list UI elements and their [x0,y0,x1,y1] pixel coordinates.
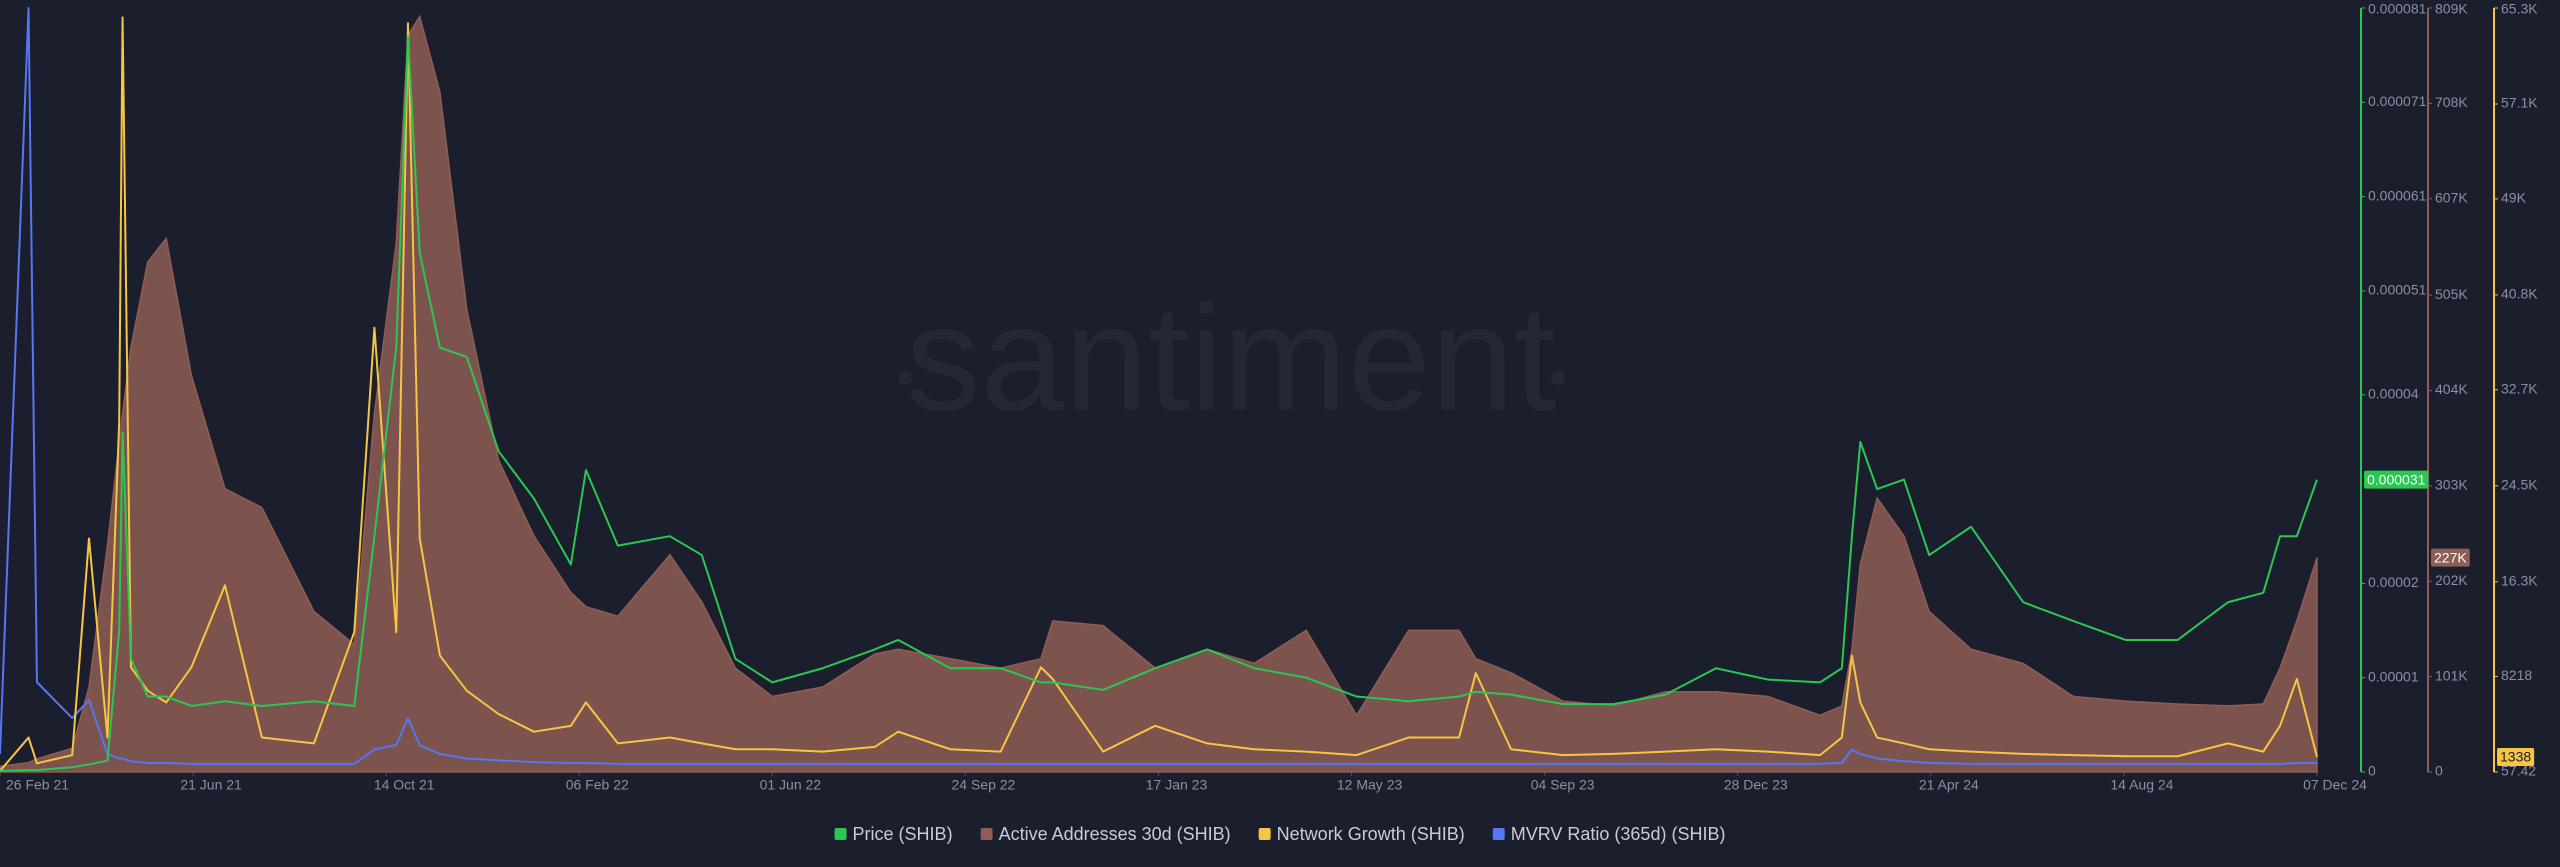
badge-bg [2364,470,2429,489]
y-tick-label: 101K [2435,667,2468,683]
watermark-dot [1551,371,1565,385]
x-tick-label: 14 Oct 21 [374,777,435,793]
y-tick-label: 0.000071 [2368,93,2427,109]
current-value-badge: 1338 [2497,748,2535,767]
y-tick-label: 40.8K [2501,286,2538,302]
x-tick-label: 24 Sep 22 [951,777,1015,793]
y-tick-label: 57.1K [2501,95,2538,111]
line [0,35,2318,773]
y-tick-label: 404K [2435,381,2468,397]
badge-label: 1338 [2500,749,2531,765]
watermark-dot [898,371,912,385]
legend-label: Network Growth (SHIB) [1277,824,1465,844]
badge-label: 227K [2434,549,2467,565]
x-tick-label: 04 Sep 23 [1531,777,1595,793]
legend-swatch [1258,828,1271,840]
y-tick-label: 0.00004 [2368,385,2419,401]
y-tick-label: 607K [2435,189,2468,205]
line [0,7,2317,765]
y-tick-label: 0.00001 [2368,668,2419,684]
x-tick-label: 01 Jun 22 [760,777,822,793]
y-tick-label: 505K [2435,286,2468,302]
watermark: santiment [906,274,1556,442]
badge-bg [2497,748,2535,767]
legend-item[interactable]: Price (SHIB) [834,824,953,844]
legend: Price (SHIB) Active Addresses 30d (SHIB) N… [834,824,1726,844]
y-tick-label: 202K [2435,572,2468,588]
y-tick-label: 303K [2435,477,2468,493]
x-tick-label: 07 Dec 24 [2303,777,2367,793]
legend-swatch [834,828,847,840]
y-tick-label: 809K [2435,1,2468,17]
x-tick-label: 17 Jan 23 [1146,777,1208,793]
legend-item[interactable]: Network Growth (SHIB) [1258,824,1465,844]
y-tick-label: 65.3K [2501,1,2538,17]
legend-item[interactable]: MVRV Ratio (365d) (SHIB) [1492,824,1726,844]
y-tick-label: 0.000061 [2368,187,2427,203]
legend-swatch [980,828,993,840]
y-tick-label: 24.5K [2501,476,2538,492]
y-tick-label: 57.42 [2501,763,2536,779]
legend-item[interactable]: Active Addresses 30d (SHIB) [980,824,1231,844]
y-tick-label: 32.7K [2501,380,2538,396]
x-tick-label: 21 Jun 21 [180,777,242,793]
y-tick-label: 708K [2435,94,2468,110]
legend-label: Price (SHIB) [853,824,953,844]
y-tick-label: 0.000081 [2368,1,2427,17]
legend-swatch [1492,828,1505,840]
legend-label: MVRV Ratio (365d) (SHIB) [1511,824,1726,844]
badge-bg [2431,548,2470,567]
x-tick-label: 12 May 23 [1337,777,1403,793]
y-tick-label: 0 [2435,763,2443,779]
current-value-badge: 0.000031 [2364,470,2429,489]
x-tick-label: 26 Feb 21 [6,777,69,793]
y-tick-label: 8218 [2501,667,2532,683]
legend-label: Active Addresses 30d (SHIB) [999,824,1231,844]
line [0,16,2318,772]
x-tick-label: 21 Apr 24 [1919,777,1979,793]
y-tick-label: 0.00002 [2368,574,2419,590]
y-tick-label: 0 [2368,763,2376,779]
x-tick-label: 14 Aug 24 [2110,777,2173,793]
y-tick-label: 16.3K [2501,573,2538,589]
current-value-badge: 227K [2431,548,2470,567]
x-tick-label: 28 Dec 23 [1724,777,1788,793]
y-tick-label: 49K [2501,190,2527,206]
y-tick-label: 0.000051 [2368,282,2427,298]
badge-label: 0.000031 [2367,471,2426,487]
x-tick-label: 06 Feb 22 [566,777,629,793]
